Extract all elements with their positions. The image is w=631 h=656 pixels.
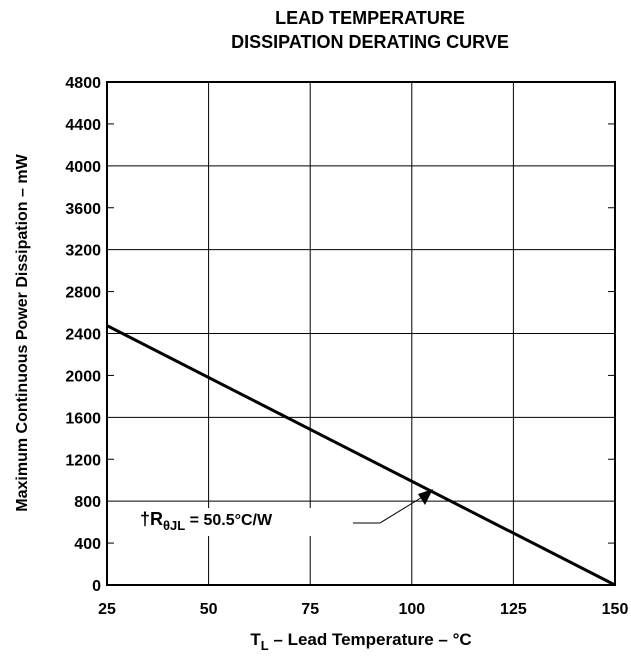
plot-frame bbox=[106, 81, 616, 586]
x-tick-label: 25 bbox=[98, 601, 116, 618]
annotation-main: †R bbox=[140, 509, 163, 529]
y-tick-label: 0 bbox=[92, 578, 101, 595]
x-axis-label-sub: L bbox=[261, 638, 269, 653]
y-axis-label: Maximum Continuous Power Dissipation – m… bbox=[14, 153, 31, 511]
x-tick-label: 100 bbox=[398, 601, 425, 618]
annotation-bg bbox=[136, 508, 342, 536]
y-tick-label: 4800 bbox=[65, 75, 101, 92]
y-tick-label: 3600 bbox=[65, 201, 101, 218]
x-axis-label-rest: – Lead Temperature – °C bbox=[269, 630, 472, 649]
x-tick-label: 75 bbox=[301, 601, 319, 618]
x-axis-label: TL – Lead Temperature – °C bbox=[250, 630, 471, 653]
x-tick-label: 150 bbox=[602, 601, 629, 618]
chart-title: DISSIPATION DERATING CURVE bbox=[231, 32, 509, 52]
y-tick-label: 1200 bbox=[65, 452, 101, 469]
annotation-sub: θJL bbox=[163, 518, 185, 533]
annotation: †RθJL = 50.5°C/W bbox=[140, 509, 273, 533]
y-tick-label: 3200 bbox=[65, 243, 101, 260]
x-tick-label: 50 bbox=[200, 601, 218, 618]
line-series bbox=[106, 324, 616, 587]
y-tick-label: 2400 bbox=[65, 327, 101, 344]
x-axis-label-main: T bbox=[250, 630, 261, 649]
y-tick-label: 2800 bbox=[65, 285, 101, 302]
y-tick-label: 4000 bbox=[65, 159, 101, 176]
y-tick-label: 4400 bbox=[65, 117, 101, 134]
annotation-rest: = 50.5°C/W bbox=[185, 512, 273, 529]
x-tick-label: 125 bbox=[500, 601, 527, 618]
y-tick-label: 400 bbox=[74, 536, 101, 553]
y-tick-label: 1600 bbox=[65, 410, 101, 427]
y-tick-label: 800 bbox=[74, 494, 101, 511]
y-tick-label: 2000 bbox=[65, 368, 101, 385]
annotation-arrowhead bbox=[418, 489, 433, 505]
chart-title: LEAD TEMPERATURE bbox=[275, 8, 465, 28]
annotation-leader bbox=[353, 495, 425, 524]
